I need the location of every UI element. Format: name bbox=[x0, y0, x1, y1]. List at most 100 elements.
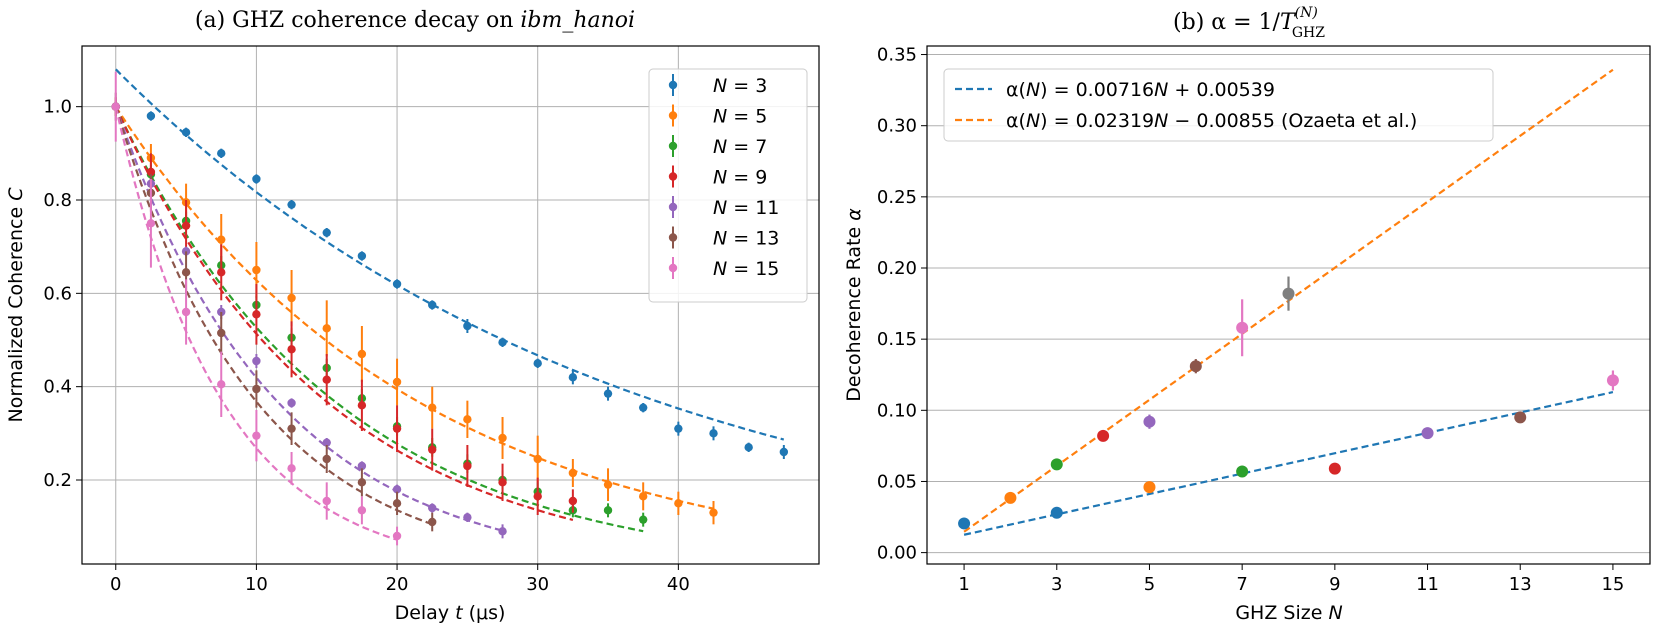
data-point-N3 bbox=[146, 111, 156, 121]
legend-label: N = 9 bbox=[713, 167, 767, 189]
data-point-N3 bbox=[744, 443, 753, 452]
legend-marker bbox=[668, 141, 678, 151]
fit-line-N11 bbox=[114, 106, 503, 532]
data-point-N9 bbox=[357, 401, 367, 410]
data-point-N3 bbox=[603, 389, 613, 398]
legend-label: α(N) = 0.02319N − 0.00855 (Ozaeta et al.… bbox=[1006, 110, 1417, 132]
panel-a: (a) GHZ coherence decay on ibm_hanoi 0 10… bbox=[5, 8, 820, 624]
data-point-N15 bbox=[357, 506, 367, 515]
legend-marker bbox=[668, 111, 678, 120]
data-point-N3 bbox=[533, 359, 542, 368]
data-point-N11 bbox=[287, 398, 296, 408]
data-point-N3 bbox=[709, 429, 718, 438]
data-point-N3 bbox=[181, 128, 191, 137]
y-tick-label: 0.35 bbox=[877, 45, 917, 66]
x-tick-label: 20 bbox=[386, 574, 409, 595]
data-point-N11 bbox=[498, 527, 507, 536]
data-point-N13 bbox=[217, 328, 226, 338]
panel-a-data-points bbox=[111, 71, 789, 546]
data-point-N5 bbox=[463, 415, 472, 424]
data-point-N5 bbox=[568, 468, 578, 478]
fit-line-N5 bbox=[114, 106, 714, 510]
legend-label: N = 11 bbox=[713, 197, 779, 219]
data-point bbox=[958, 517, 971, 530]
data-point-N15 bbox=[146, 219, 156, 228]
x-tick-label: 15 bbox=[1601, 574, 1624, 595]
data-point-N7 bbox=[638, 515, 648, 524]
data-point-N9 bbox=[217, 268, 226, 277]
data-point bbox=[1004, 491, 1017, 504]
data-point-N9 bbox=[322, 375, 331, 384]
data-point-N5 bbox=[357, 349, 367, 359]
data-point bbox=[1143, 481, 1156, 494]
data-point-N9 bbox=[392, 424, 402, 433]
x-tick-label: 13 bbox=[1509, 574, 1532, 595]
x-tick-label: 0 bbox=[110, 574, 121, 595]
panel-b-ticks: 0.000.050.100.150.200.250.300.351 3 5 7 9 11 1… bbox=[877, 45, 1624, 595]
legend-marker bbox=[668, 202, 678, 212]
x-tick-label: 5 bbox=[1144, 574, 1155, 595]
data-point bbox=[1421, 427, 1434, 440]
data-point-N13 bbox=[322, 454, 331, 464]
fit-line-N3 bbox=[115, 68, 785, 441]
data-point bbox=[1143, 415, 1156, 428]
fit-line-N9 bbox=[114, 106, 574, 521]
y-tick-label: 0.15 bbox=[877, 329, 917, 350]
y-tick-label: 0.4 bbox=[43, 377, 72, 398]
data-point-N5 bbox=[287, 293, 296, 303]
panel-b-xlabel: GHZ Size N bbox=[1235, 602, 1342, 624]
panel-b-title: (b) α = 1/T(N) GHZ bbox=[1173, 5, 1325, 41]
data-point-N9 bbox=[287, 345, 296, 354]
data-point-N3 bbox=[779, 447, 789, 457]
data-point bbox=[1189, 360, 1202, 373]
y-tick-label: 0.6 bbox=[43, 283, 72, 304]
panel-b-legend-entries: α(N) = 0.00716N + 0.00539 α(N) = 0.02319N… bbox=[955, 79, 1417, 132]
data-point-N9 bbox=[498, 478, 507, 487]
legend-marker bbox=[668, 263, 678, 273]
y-tick-label: 1.0 bbox=[43, 97, 72, 118]
panel-a-frame bbox=[81, 45, 820, 565]
y-tick-label: 0.25 bbox=[877, 187, 917, 208]
data-point-N3 bbox=[357, 251, 367, 261]
data-point-N7 bbox=[603, 506, 613, 515]
data-point-N5 bbox=[322, 324, 331, 333]
data-point bbox=[1236, 465, 1249, 478]
data-point-N15 bbox=[217, 380, 226, 389]
legend-marker bbox=[668, 172, 678, 181]
data-point-N3 bbox=[217, 149, 226, 158]
panel-a-legend: N = 3 N = 5 N = 7 N = 9 N = 11 N = 13 N = 15 bbox=[648, 68, 808, 303]
data-point-N11 bbox=[322, 438, 331, 447]
data-point-N15 bbox=[287, 464, 296, 473]
data-point-N15 bbox=[322, 496, 331, 506]
data-point-N11 bbox=[392, 485, 402, 494]
legend-label: N = 3 bbox=[713, 75, 767, 97]
data-point-N3 bbox=[252, 174, 261, 184]
data-point-N5 bbox=[533, 454, 542, 464]
y-tick-label: 0.30 bbox=[877, 116, 917, 137]
data-point bbox=[1606, 374, 1619, 387]
x-tick-label: 10 bbox=[245, 574, 268, 595]
y-tick-label: 0.2 bbox=[43, 470, 72, 491]
data-point-N5 bbox=[252, 265, 261, 275]
data-point-N13 bbox=[428, 517, 437, 527]
y-tick-label: 0.20 bbox=[877, 258, 917, 279]
panel-a-legend-box bbox=[648, 68, 808, 303]
data-point-N5 bbox=[392, 377, 402, 387]
data-point-N11 bbox=[357, 461, 367, 471]
panel-a-ticks: 0 10 20 30 40 0.2 0.4 0.6 0.8 1.0 bbox=[43, 97, 689, 595]
data-point-N11 bbox=[252, 356, 261, 366]
data-point-N9 bbox=[146, 167, 156, 177]
data-point bbox=[1050, 506, 1063, 519]
data-point-N11 bbox=[428, 503, 437, 513]
data-point-N5 bbox=[674, 499, 683, 508]
data-point-N15 bbox=[252, 431, 261, 440]
legend-marker bbox=[668, 233, 678, 242]
panel-a-fit-lines bbox=[114, 68, 785, 541]
fit-line-1 bbox=[963, 391, 1614, 536]
data-point-N13 bbox=[287, 424, 296, 433]
data-point bbox=[1514, 411, 1527, 424]
data-point-N5 bbox=[709, 508, 718, 517]
data-point-N5 bbox=[217, 235, 226, 244]
x-tick-label: 1 bbox=[958, 574, 969, 595]
